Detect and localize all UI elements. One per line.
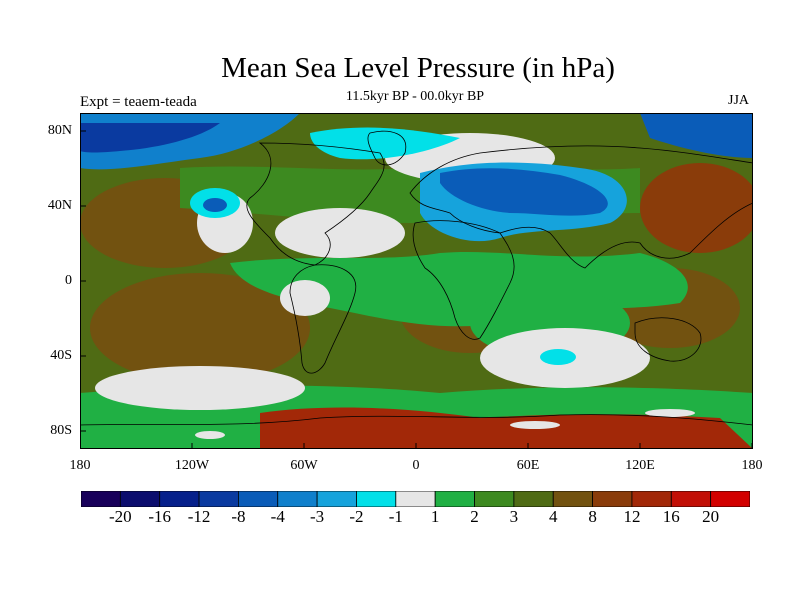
lat-tick-40s: 40S xyxy=(50,348,72,363)
lat-tick-80s: 80S xyxy=(50,423,72,438)
colorbar-box-2 xyxy=(159,491,200,507)
coast-antarctica xyxy=(80,414,753,426)
lon-tick-180w: 180 xyxy=(69,458,91,473)
field-gray-southpacific xyxy=(95,366,305,410)
field-high-wpacific xyxy=(640,163,753,253)
colorbar-box-4 xyxy=(238,491,279,507)
field-gray-atlantic xyxy=(275,208,405,258)
colorbar-box-8 xyxy=(395,491,436,507)
colorbar-label: -16 xyxy=(148,507,172,526)
field-low-southindian xyxy=(540,349,576,365)
colorbar-label: 12 xyxy=(623,507,641,526)
colorbar-label: -4 xyxy=(270,507,285,526)
lon-tick-0: 0 xyxy=(412,458,420,473)
coast-greenland xyxy=(367,130,407,166)
colorbar-box-15 xyxy=(670,491,712,507)
tick-marks xyxy=(80,130,753,449)
chart-title: Mean Sea Level Pressure (in hPa) xyxy=(221,52,615,84)
colorbar-label: -12 xyxy=(187,507,211,526)
colorbar-box-10 xyxy=(474,491,515,507)
lon-tick-60e: 60E xyxy=(516,458,540,473)
colorbar-label: -8 xyxy=(231,507,246,526)
lon-tick-60w: 60W xyxy=(290,458,318,473)
lon-tick-120w: 120W xyxy=(174,458,210,473)
colorbar-label: 1 xyxy=(430,507,440,526)
coast-australia xyxy=(634,317,702,362)
field-low-arctic-east xyxy=(640,113,753,158)
field-antarctic-white-3 xyxy=(645,409,695,417)
field-low-asia-core xyxy=(440,168,608,216)
colorbar-label: -1 xyxy=(388,507,403,526)
pressure-map xyxy=(80,113,753,449)
colorbar-label: -20 xyxy=(109,507,132,526)
colorbar-box-12 xyxy=(552,491,593,507)
colorbar-box-11 xyxy=(513,491,554,507)
colorbar-box-9 xyxy=(434,491,475,507)
colorbar-label: 16 xyxy=(662,507,680,526)
colorbar xyxy=(81,491,750,507)
field-low-atlantic-core xyxy=(203,198,227,212)
colorbar-label: 4 xyxy=(548,507,558,526)
lat-tick-80n: 80N xyxy=(47,123,72,138)
field-antarctic-white-1 xyxy=(195,431,225,439)
coastlines xyxy=(80,130,753,426)
chart-subtitle: 11.5kyr BP - 00.0kyr BP xyxy=(345,89,485,104)
field-high-spacific xyxy=(90,273,310,383)
field-low-arctic-west-core xyxy=(80,123,220,153)
coast-africa xyxy=(412,220,515,340)
colorbar-label: 3 xyxy=(509,507,519,526)
coast-north-america xyxy=(246,142,385,266)
colorbar-label: 2 xyxy=(470,507,479,526)
coast-south-america xyxy=(289,264,357,374)
colorbar-label: 20 xyxy=(702,507,720,526)
colorbar-box-6 xyxy=(316,491,357,507)
colorbar-box-7 xyxy=(356,491,397,507)
experiment-label: Expt = teaem-teada xyxy=(80,94,197,110)
colorbar-label: -2 xyxy=(349,507,364,526)
colorbar-label: -3 xyxy=(310,507,325,526)
colorbar-box-16 xyxy=(710,491,750,507)
field-antarctic-white-2 xyxy=(510,421,560,429)
lat-tick-40n: 40N xyxy=(47,198,72,213)
colorbar-box-0 xyxy=(81,491,121,507)
colorbar-box-5 xyxy=(277,491,318,507)
colorbar-label: 8 xyxy=(588,507,597,526)
lon-tick-180e: 180 xyxy=(741,458,763,473)
field-antarctic xyxy=(260,407,753,449)
field-gray-southamerica xyxy=(280,280,330,316)
lon-tick-120e: 120E xyxy=(625,458,655,473)
lat-tick-0: 0 xyxy=(65,273,72,288)
field-low-arcticbelt xyxy=(310,127,460,160)
colorbar-box-3 xyxy=(198,491,239,507)
colorbar-box-13 xyxy=(592,491,633,507)
colorbar-box-14 xyxy=(631,491,672,507)
season-label: JJA xyxy=(728,93,750,108)
colorbar-box-1 xyxy=(119,491,161,507)
